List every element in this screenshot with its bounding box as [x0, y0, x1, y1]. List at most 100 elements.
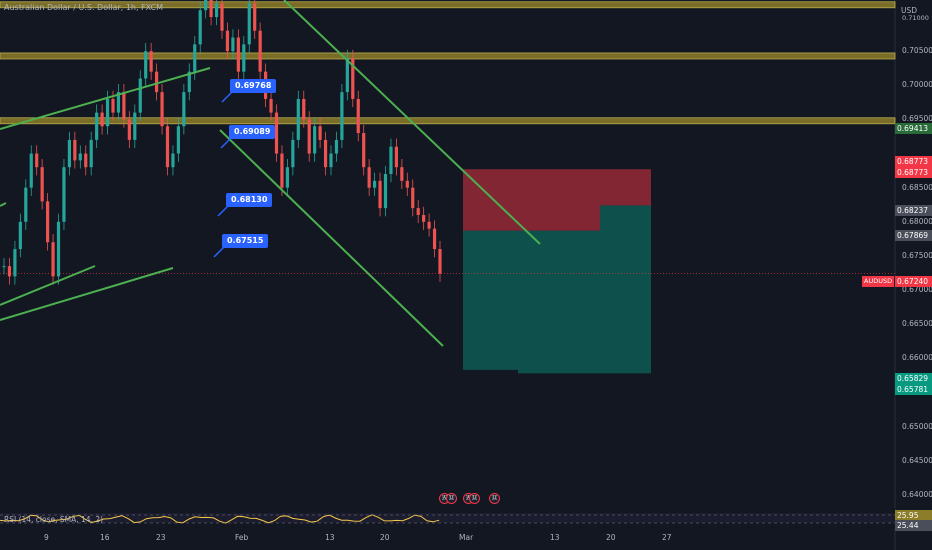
- price-tick-label: 0.66000: [902, 353, 932, 363]
- price-axis-tag: 0.68773: [895, 167, 932, 178]
- candle-body: [340, 92, 344, 140]
- candle-body: [144, 51, 148, 79]
- candle-body: [394, 146, 398, 168]
- take-profit-zone: [463, 230, 518, 370]
- rsi-label: RSI (14, close, SMA, 14, 2): [4, 515, 104, 524]
- candle-body: [51, 242, 55, 277]
- time-tick-label: 13: [325, 533, 335, 542]
- candle-body: [362, 133, 366, 168]
- price-axis-tag: 0.65829: [895, 373, 932, 384]
- event-flag-icon[interactable]: 🇺: [469, 493, 480, 504]
- time-tick-label: 9: [44, 533, 49, 542]
- candle-body: [323, 139, 328, 168]
- resistance-zone: [0, 117, 896, 125]
- candle-body: [247, 3, 251, 45]
- time-tick-label: 20: [606, 533, 616, 542]
- trendline: [0, 265, 96, 306]
- candle-body: [378, 180, 382, 209]
- time-tick-label: 27: [662, 533, 672, 542]
- rsi-line: [0, 514, 440, 524]
- price-callout[interactable]: 0.68130: [226, 193, 273, 207]
- candle-body: [367, 167, 371, 188]
- price-axis-tag: 0.67240: [895, 276, 932, 287]
- candle-body: [7, 266, 12, 277]
- candle-body: [307, 119, 311, 154]
- candle-body: [95, 112, 99, 140]
- candle-body: [313, 126, 317, 154]
- trendline: [283, 0, 541, 245]
- candle-body: [187, 71, 191, 93]
- candle-body: [155, 71, 159, 93]
- candle-body: [100, 112, 104, 127]
- candle-body: [73, 139, 77, 161]
- candle-body: [220, 3, 224, 31]
- candle-body: [274, 112, 279, 154]
- price-axis-tag: 0.69413: [895, 123, 932, 134]
- candle-body: [193, 44, 197, 72]
- price-callout[interactable]: 0.69768: [230, 79, 277, 93]
- candle-body: [373, 180, 377, 188]
- candle-body: [160, 92, 164, 127]
- candle-body: [40, 167, 44, 202]
- price-tick-label: 0.64000: [902, 489, 932, 499]
- time-tick-label: Feb: [235, 533, 249, 542]
- price-tick-label: 0.68500: [902, 182, 932, 192]
- currency-label: USD: [901, 6, 918, 15]
- callout-pointer: [217, 205, 229, 217]
- price-tick-label: 0.70000: [902, 80, 932, 90]
- candle-body: [133, 112, 137, 140]
- candle-body: [29, 153, 33, 188]
- candle-body: [269, 98, 273, 113]
- candle-body: [329, 153, 333, 168]
- ticker-badge: AUDUSD: [862, 276, 895, 287]
- candle-body: [122, 92, 126, 120]
- take-profit-zone: [518, 230, 600, 374]
- price-tick-label: 0.67500: [902, 250, 932, 260]
- candle-body: [422, 214, 426, 222]
- candle-body: [13, 249, 17, 277]
- time-tick-label: Mar: [459, 533, 474, 542]
- rsi-axis-tag: 25.44: [895, 520, 932, 531]
- candle-body: [291, 139, 295, 168]
- time-tick-label: 20: [380, 533, 390, 542]
- candle-body: [56, 221, 61, 277]
- candle-body: [67, 139, 71, 168]
- candle-body: [296, 98, 300, 140]
- price-callout[interactable]: 0.69089: [229, 125, 276, 139]
- candle-body: [411, 187, 415, 209]
- candle-body: [198, 10, 202, 45]
- event-flag-icon[interactable]: 🇺: [446, 493, 457, 504]
- stop-loss-zone: [600, 169, 651, 206]
- candle-body: [214, 3, 219, 18]
- trendline: [0, 202, 7, 207]
- callout-pointer: [213, 246, 225, 258]
- candle-body: [116, 92, 121, 113]
- candle-body: [416, 208, 420, 215]
- price-callout[interactable]: 0.67515: [222, 234, 269, 248]
- price-axis-tag: 0.68773: [895, 156, 932, 167]
- candle-body: [438, 249, 442, 274]
- trendline: [0, 67, 211, 130]
- candle-body: [2, 266, 6, 268]
- candle-body: [258, 30, 262, 72]
- candle-body: [280, 153, 284, 188]
- time-tick-label: 23: [156, 533, 166, 542]
- candle-body: [149, 51, 153, 72]
- event-flag-icon[interactable]: 🇺: [489, 493, 500, 504]
- trendline: [219, 129, 444, 347]
- candle-body: [351, 58, 355, 99]
- price-axis-tag: 0.65781: [895, 384, 932, 395]
- candle-body: [171, 153, 175, 168]
- candle-body: [182, 92, 186, 127]
- candle-body: [46, 201, 50, 243]
- candle-body: [127, 119, 131, 140]
- candle-body: [225, 30, 230, 52]
- candle-body: [89, 139, 93, 168]
- candle-body: [356, 98, 360, 134]
- candle-body: [400, 167, 404, 181]
- candle-body: [285, 167, 289, 188]
- price-tick-label: 0.70500: [902, 46, 932, 56]
- price-tick-label: 0.68000: [902, 216, 932, 226]
- price-tick-label: 0.66500: [902, 319, 932, 329]
